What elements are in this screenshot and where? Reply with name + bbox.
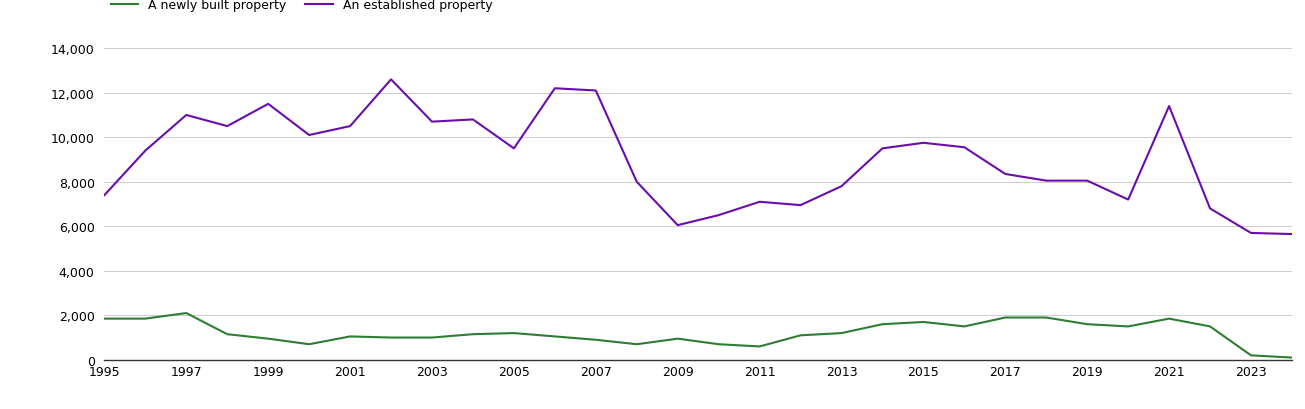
A newly built property (384, 335, 399, 340)
An established property (1284, 232, 1300, 237)
An established property (589, 89, 604, 94)
A newly built property (997, 315, 1013, 320)
An established property (629, 180, 645, 185)
A newly built property (179, 311, 194, 316)
A newly built property (506, 331, 522, 336)
An established property (1039, 179, 1054, 184)
An established property (752, 200, 767, 205)
A newly built property (874, 322, 890, 327)
An established property (834, 184, 850, 189)
A newly built property (1120, 324, 1135, 329)
An established property (384, 78, 399, 83)
An established property (424, 120, 440, 125)
A newly built property (1039, 315, 1054, 320)
A newly built property (792, 333, 808, 338)
An established property (137, 149, 153, 154)
A newly built property (629, 342, 645, 347)
A newly built property (547, 334, 562, 339)
An established property (179, 113, 194, 118)
Legend: A newly built property, An established property: A newly built property, An established p… (111, 0, 492, 12)
An established property (874, 146, 890, 151)
A newly built property (342, 334, 358, 339)
An established property (261, 102, 277, 107)
A newly built property (589, 337, 604, 342)
A newly built property (916, 320, 932, 325)
An established property (997, 172, 1013, 177)
An established property (301, 133, 317, 138)
An established property (1161, 104, 1177, 109)
A newly built property (1161, 317, 1177, 321)
A newly built property (1202, 324, 1218, 329)
A newly built property (752, 344, 767, 349)
Line: A newly built property: A newly built property (104, 313, 1292, 358)
An established property (669, 223, 685, 228)
A newly built property (97, 317, 112, 321)
A newly built property (957, 324, 972, 329)
An established property (792, 203, 808, 208)
An established property (1120, 198, 1135, 202)
A newly built property (219, 332, 235, 337)
An established property (97, 193, 112, 198)
A newly built property (1079, 322, 1095, 327)
A newly built property (137, 317, 153, 321)
A newly built property (669, 336, 685, 341)
An established property (1244, 231, 1259, 236)
A newly built property (834, 331, 850, 336)
An established property (1202, 207, 1218, 211)
Line: An established property: An established property (104, 80, 1292, 234)
A newly built property (711, 342, 727, 347)
A newly built property (424, 335, 440, 340)
An established property (547, 87, 562, 92)
A newly built property (1284, 355, 1300, 360)
An established property (506, 146, 522, 151)
An established property (711, 213, 727, 218)
A newly built property (1244, 353, 1259, 358)
A newly built property (465, 332, 480, 337)
An established property (219, 124, 235, 129)
An established property (342, 124, 358, 129)
An established property (916, 141, 932, 146)
An established property (465, 118, 480, 123)
A newly built property (301, 342, 317, 347)
An established property (1079, 179, 1095, 184)
A newly built property (261, 336, 277, 341)
An established property (957, 146, 972, 151)
